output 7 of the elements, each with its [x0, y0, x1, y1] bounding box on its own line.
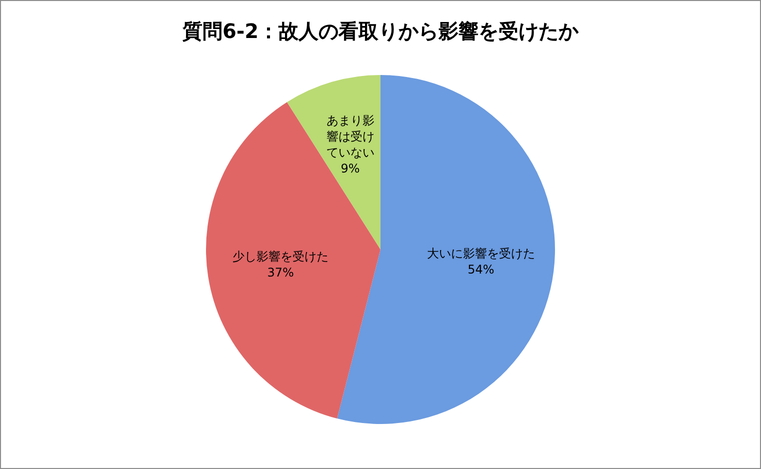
- chart-title: 質問6-2：故人の看取りから影響を受けたか: [181, 19, 580, 44]
- slice-label: あまり影響は受けていない: [326, 114, 374, 160]
- data-label: 9%: [340, 162, 360, 176]
- data-label: 37%: [267, 265, 294, 280]
- data-label: 54%: [468, 262, 494, 276]
- slice-label: 少し影響を受けた: [232, 249, 329, 264]
- slice-label: 大いに影響を受けた: [426, 246, 535, 260]
